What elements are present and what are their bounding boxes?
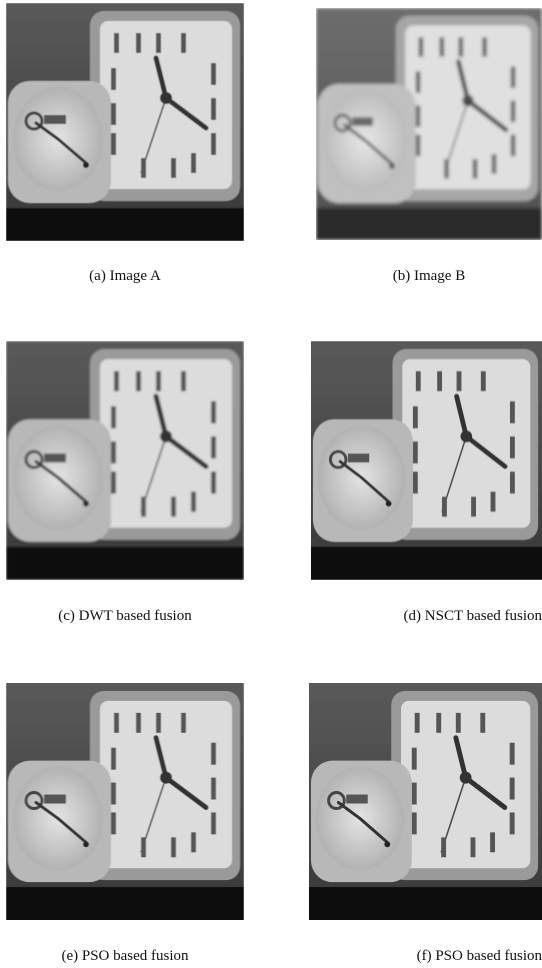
image-d bbox=[311, 341, 542, 580]
figure: (a) Image A (b) Image B (c) DWT based fu… bbox=[0, 0, 542, 968]
caption: (e) PSO based fusion bbox=[5, 948, 245, 965]
caption: (a) Image A bbox=[5, 268, 245, 285]
image-e bbox=[6, 683, 244, 920]
image-f bbox=[309, 683, 542, 920]
image-b bbox=[316, 8, 542, 240]
caption: (c) DWT based fusion bbox=[5, 608, 245, 625]
image-c bbox=[6, 341, 244, 580]
caption: (f) PSO based fusion bbox=[320, 948, 542, 965]
caption: (d) NSCT based fusion bbox=[320, 608, 542, 625]
caption: (b) Image B bbox=[309, 268, 542, 285]
image-a bbox=[6, 3, 244, 241]
